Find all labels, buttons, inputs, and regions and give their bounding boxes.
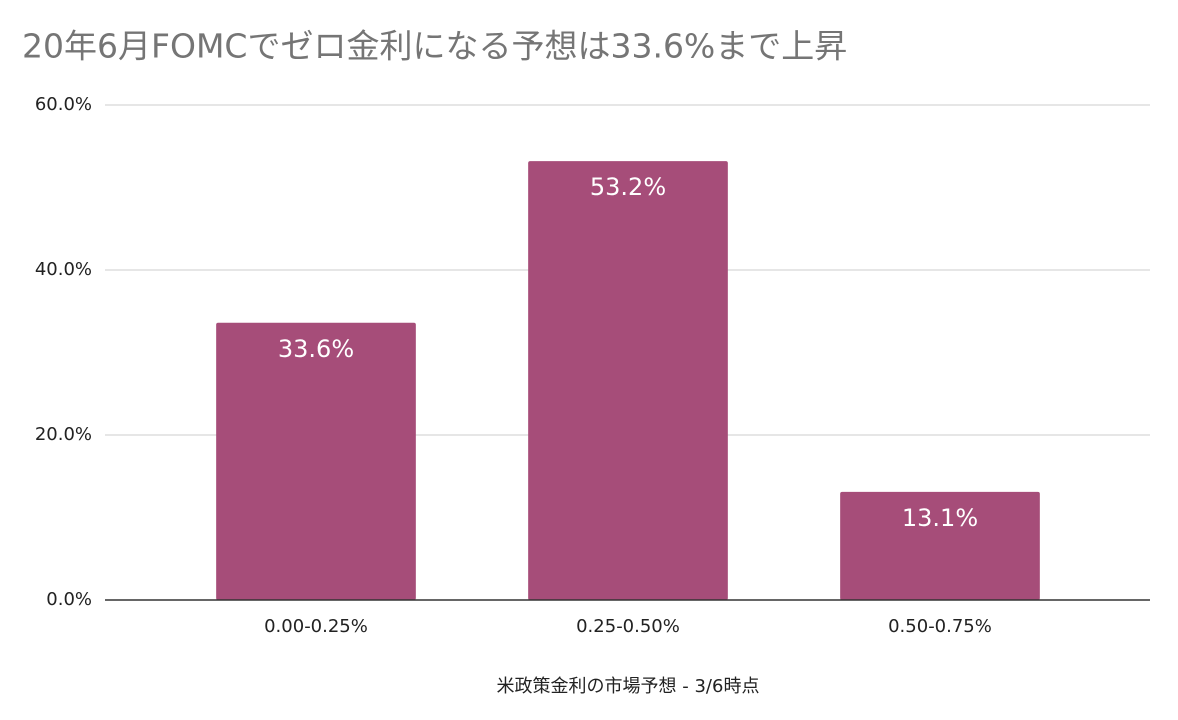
bar: [528, 161, 728, 600]
y-tick-label: 60.0%: [35, 94, 92, 115]
value-label: 53.2%: [590, 173, 666, 201]
x-tick-label: 0.00-0.25%: [264, 616, 368, 637]
bar: [840, 491, 1040, 600]
chart-title: 20年6月FOMCでゼロ金利になる予想は33.6%まで上昇: [22, 27, 847, 66]
y-tick-label: 40.0%: [35, 259, 92, 280]
y-tick-label: 20.0%: [35, 424, 92, 445]
bar: [216, 322, 416, 600]
value-label: 13.1%: [902, 504, 978, 532]
x-tick-label: 0.50-0.75%: [888, 616, 992, 637]
value-label: 33.6%: [278, 335, 354, 363]
y-tick-label: 0.0%: [46, 589, 92, 610]
x-axis-title: 米政策金利の市場予想 - 3/6時点: [497, 676, 760, 697]
x-tick-label: 0.25-0.50%: [576, 616, 680, 637]
